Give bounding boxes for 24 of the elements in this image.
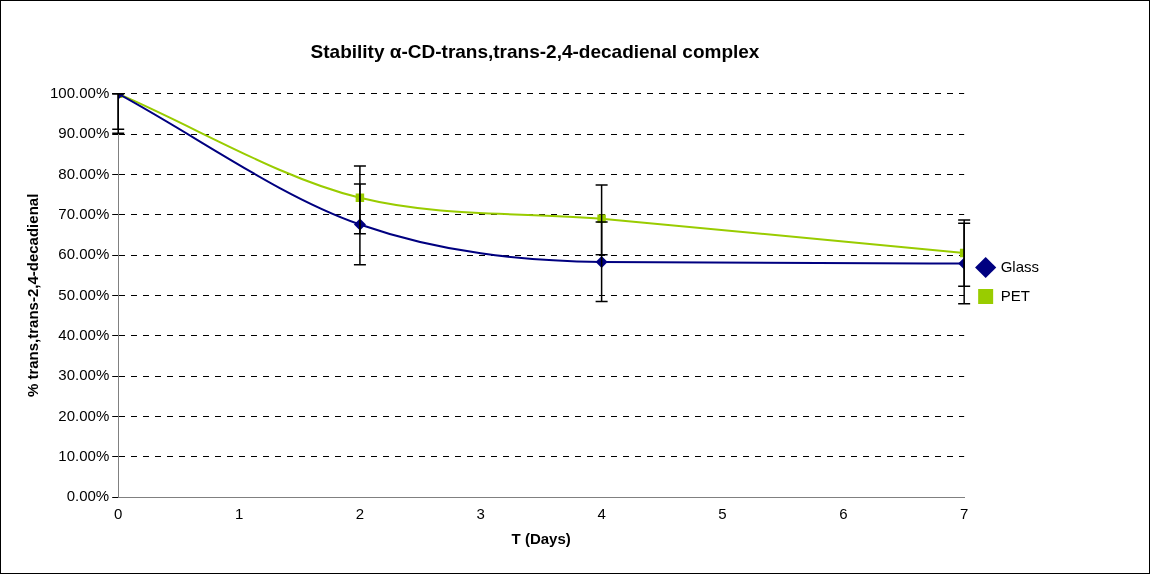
y-tick-label: 10.00% bbox=[58, 446, 110, 464]
chart-title: Stability α-CD-trans,trans-2,4-decadienal complex bbox=[310, 40, 760, 62]
y-tick-label: 20.00% bbox=[58, 406, 110, 424]
legend-label: Glass bbox=[1000, 257, 1039, 275]
legend-label: PET bbox=[1000, 286, 1030, 304]
x-axis-title: T (Days) bbox=[511, 530, 571, 548]
y-tick-label: 100.00% bbox=[50, 83, 110, 101]
y-tick-label: 90.00% bbox=[58, 124, 110, 142]
y-tick-label: 80.00% bbox=[58, 164, 110, 182]
y-tick-label: 50.00% bbox=[58, 285, 110, 303]
y-tick-label: 0.00% bbox=[66, 487, 110, 505]
y-tick-label: 40.00% bbox=[58, 325, 110, 343]
x-tick-label: 2 bbox=[355, 505, 365, 523]
x-tick-label: 3 bbox=[476, 505, 485, 523]
x-tick-label: 7 bbox=[959, 505, 969, 523]
y-tick-label: 60.00% bbox=[58, 245, 110, 263]
x-tick-label: 5 bbox=[718, 505, 727, 523]
y-tick-label: 30.00% bbox=[58, 366, 110, 384]
x-tick-label: 4 bbox=[597, 505, 606, 523]
x-tick-label: 0 bbox=[114, 505, 123, 523]
y-tick-label: 70.00% bbox=[58, 204, 110, 222]
x-tick-label: 1 bbox=[234, 505, 244, 523]
x-tick-label: 6 bbox=[839, 505, 848, 523]
y-axis-title: % trans,trans-2,4-decadienal bbox=[24, 193, 42, 398]
